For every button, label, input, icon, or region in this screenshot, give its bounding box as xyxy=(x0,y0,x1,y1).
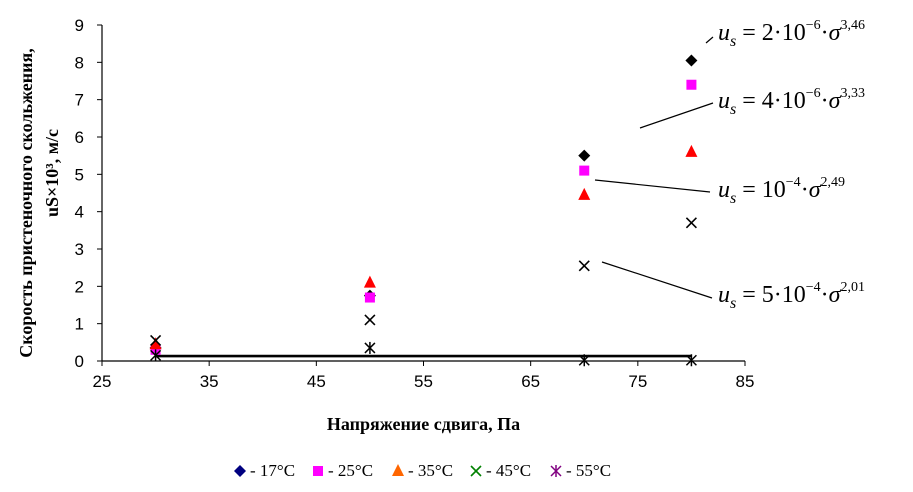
legend-marker xyxy=(470,465,482,477)
data-point-series4 xyxy=(685,217,697,229)
data-point-series4 xyxy=(150,334,162,347)
data-point-series3 xyxy=(578,187,591,200)
data-point-series5 xyxy=(150,349,162,362)
legend-item-5: - 55°С xyxy=(550,461,611,480)
legend-marker xyxy=(392,464,404,476)
data-point-series4 xyxy=(364,314,376,326)
legend-label: - 45°С xyxy=(486,461,531,480)
data-point-series2 xyxy=(579,165,590,176)
data-point-series3 xyxy=(685,144,698,157)
data-point-series5 xyxy=(364,341,376,354)
legend-label: - 25°С xyxy=(328,461,373,480)
legend-item-1: - 17°С xyxy=(234,461,295,480)
y-axis-title-line1: Скорость пристеночного скольжения, xyxy=(16,48,36,358)
legend-label: - 17°С xyxy=(250,461,295,480)
equation-leader-4 xyxy=(601,261,713,299)
y-tick-label: 8 xyxy=(75,53,84,72)
data-point-series3 xyxy=(149,337,162,350)
trendlines xyxy=(155,354,692,358)
legend-marker xyxy=(313,466,323,476)
x-tick-label: 35 xyxy=(200,372,219,391)
y-tick-label: 4 xyxy=(75,203,84,222)
equations: us = 2·10−6·σ3,46 us = 4·10−6·σ3,33 us = 1… xyxy=(594,18,865,312)
data-point-series1 xyxy=(578,149,591,162)
y-tick-label: 0 xyxy=(75,352,84,371)
y-tick-label: 3 xyxy=(75,240,84,259)
legend-item-3: - 35°С xyxy=(392,461,453,480)
legend-item-2: - 25°С xyxy=(313,461,373,480)
data-points xyxy=(149,54,698,367)
equation-leader-1 xyxy=(705,36,714,44)
x-tick-label: 75 xyxy=(628,372,647,391)
legend: - 17°С - 25°С - 35°С - 45°С - 55°С xyxy=(234,461,611,480)
x-tick-label: 85 xyxy=(736,372,755,391)
data-point-series3 xyxy=(363,275,376,288)
y-tick-label: 2 xyxy=(75,277,84,296)
trendline-equation-4: us = 5·10−4·σ2,01 xyxy=(718,280,865,312)
equation-leader-2 xyxy=(639,102,714,129)
legend-label: - 35°С xyxy=(408,461,453,480)
y-tick-label: 9 xyxy=(75,16,84,35)
y-axis-title-line2: uS×10³, м/с xyxy=(42,129,62,217)
equation-leader-3 xyxy=(594,179,711,193)
data-point-series2 xyxy=(364,292,375,303)
data-point-series5 xyxy=(685,354,697,367)
legend-marker xyxy=(550,465,562,477)
x-tick-label: 55 xyxy=(414,372,433,391)
trendline-equation-3: us = 10−4·σ2,49 xyxy=(718,175,845,207)
y-tick-label: 7 xyxy=(75,91,84,110)
x-tick-label: 45 xyxy=(307,372,326,391)
data-point-series4 xyxy=(578,260,590,272)
x-tick-label: 25 xyxy=(93,372,112,391)
x-axis-title: Напряжение сдвига, Па xyxy=(327,414,520,434)
y-tick-label: 5 xyxy=(75,165,84,184)
trendline-equation-2: us = 4·10−6·σ3,33 xyxy=(718,86,865,118)
data-point-series1 xyxy=(685,54,698,67)
legend-marker xyxy=(234,465,246,477)
y-tick-label: 6 xyxy=(75,128,84,147)
data-point-series2 xyxy=(686,79,697,90)
legend-label: - 55°С xyxy=(566,461,611,480)
data-point-series5 xyxy=(578,354,590,367)
trendline-equation-1: us = 2·10−6·σ3,46 xyxy=(718,18,865,50)
y-axis-title: Скорость пристеночного скольжения, uS×10… xyxy=(16,48,62,358)
y-tick-label: 1 xyxy=(75,315,84,334)
x-tick-label: 65 xyxy=(521,372,540,391)
legend-item-4: - 45°С xyxy=(470,461,531,480)
